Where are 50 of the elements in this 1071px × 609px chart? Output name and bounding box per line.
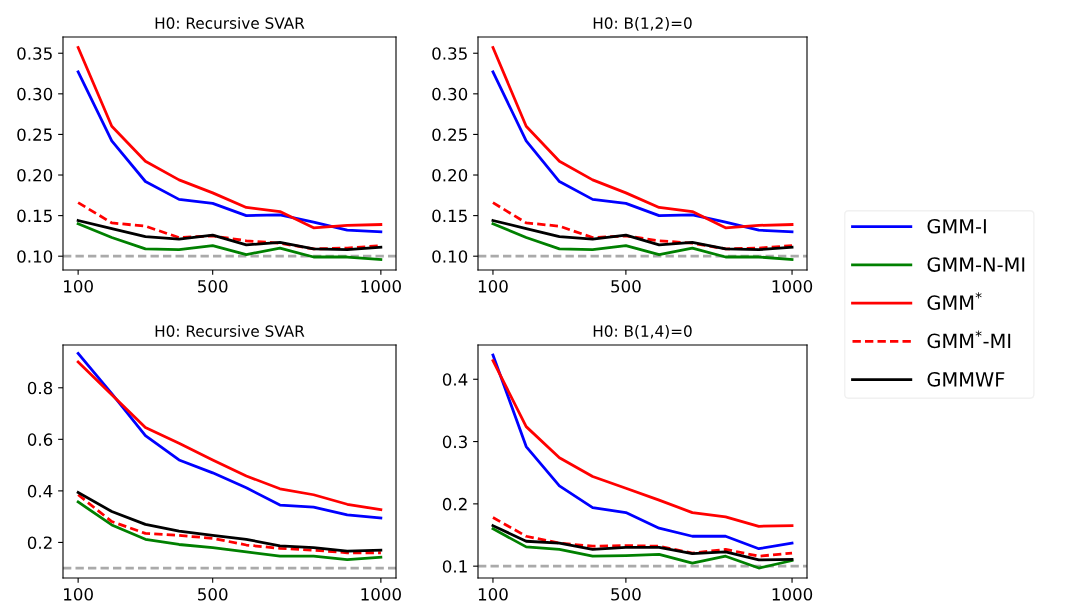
x-tick-label: 100 bbox=[64, 588, 93, 601]
chart-title: H0: B(1,2)=0 bbox=[593, 17, 692, 31]
y-tick-label: 0.15 bbox=[17, 209, 52, 223]
y-tick-label: 0.4 bbox=[27, 484, 53, 498]
y-tick-label: 0.35 bbox=[432, 47, 467, 60]
y-tick-label: 0.4 bbox=[442, 373, 468, 386]
x-tick-label: 500 bbox=[198, 588, 228, 601]
chart-title: H0: Recursive SVAR bbox=[155, 17, 305, 29]
line-series bbox=[76, 500, 383, 562]
line-series bbox=[491, 516, 794, 558]
legend-label: GMM-I bbox=[927, 218, 986, 234]
x-tick-label: 100 bbox=[478, 588, 508, 601]
line-series bbox=[491, 222, 794, 261]
x-tick-label: 1000 bbox=[361, 280, 401, 293]
y-tick-label: 0.35 bbox=[17, 47, 52, 60]
x-tick-label: 100 bbox=[64, 280, 93, 293]
y-tick-label: 0.10 bbox=[17, 250, 53, 263]
y-tick-label: 0.1 bbox=[442, 560, 467, 573]
line-series bbox=[76, 219, 383, 252]
y-tick-label: 0.6 bbox=[27, 433, 53, 446]
legend-label: GMM-N-MI bbox=[927, 257, 1025, 272]
y-tick-label: 0.25 bbox=[17, 128, 52, 141]
y-tick-label: 0.25 bbox=[432, 128, 467, 141]
line-series bbox=[491, 201, 794, 251]
line-series bbox=[491, 219, 794, 252]
x-tick-label: 100 bbox=[478, 280, 508, 293]
x-tick-label: 500 bbox=[611, 280, 641, 293]
x-tick-label: 500 bbox=[198, 280, 228, 293]
line-series bbox=[491, 524, 794, 562]
y-tick-label: 0.10 bbox=[432, 250, 468, 263]
line-series bbox=[76, 222, 383, 261]
legend-label: GMM$^{*}$ bbox=[927, 292, 982, 310]
y-tick-label: 0.20 bbox=[432, 168, 468, 182]
y-tick-label: 0.2 bbox=[442, 497, 467, 511]
y-tick-label: 0.30 bbox=[432, 87, 468, 101]
chart-title: H0: B(1,4)=0 bbox=[593, 325, 692, 339]
x-tick-label: 1000 bbox=[772, 588, 813, 601]
x-tick-label: 500 bbox=[611, 588, 641, 601]
y-tick-label: 0.15 bbox=[432, 209, 467, 223]
legend-label: GMM$^{*}$-MI bbox=[927, 330, 1011, 349]
line-series bbox=[491, 527, 794, 570]
chart-title: H0: Recursive SVAR bbox=[155, 325, 305, 337]
y-tick-label: 0.3 bbox=[442, 435, 467, 449]
y-tick-label: 0.2 bbox=[27, 536, 52, 549]
y-tick-label: 0.30 bbox=[17, 87, 53, 101]
x-tick-label: 1000 bbox=[772, 280, 813, 293]
legend-label: GMMWF bbox=[927, 371, 1005, 387]
y-tick-label: 0.8 bbox=[27, 381, 53, 395]
y-tick-label: 0.20 bbox=[17, 168, 53, 182]
x-tick-label: 1000 bbox=[361, 588, 401, 601]
